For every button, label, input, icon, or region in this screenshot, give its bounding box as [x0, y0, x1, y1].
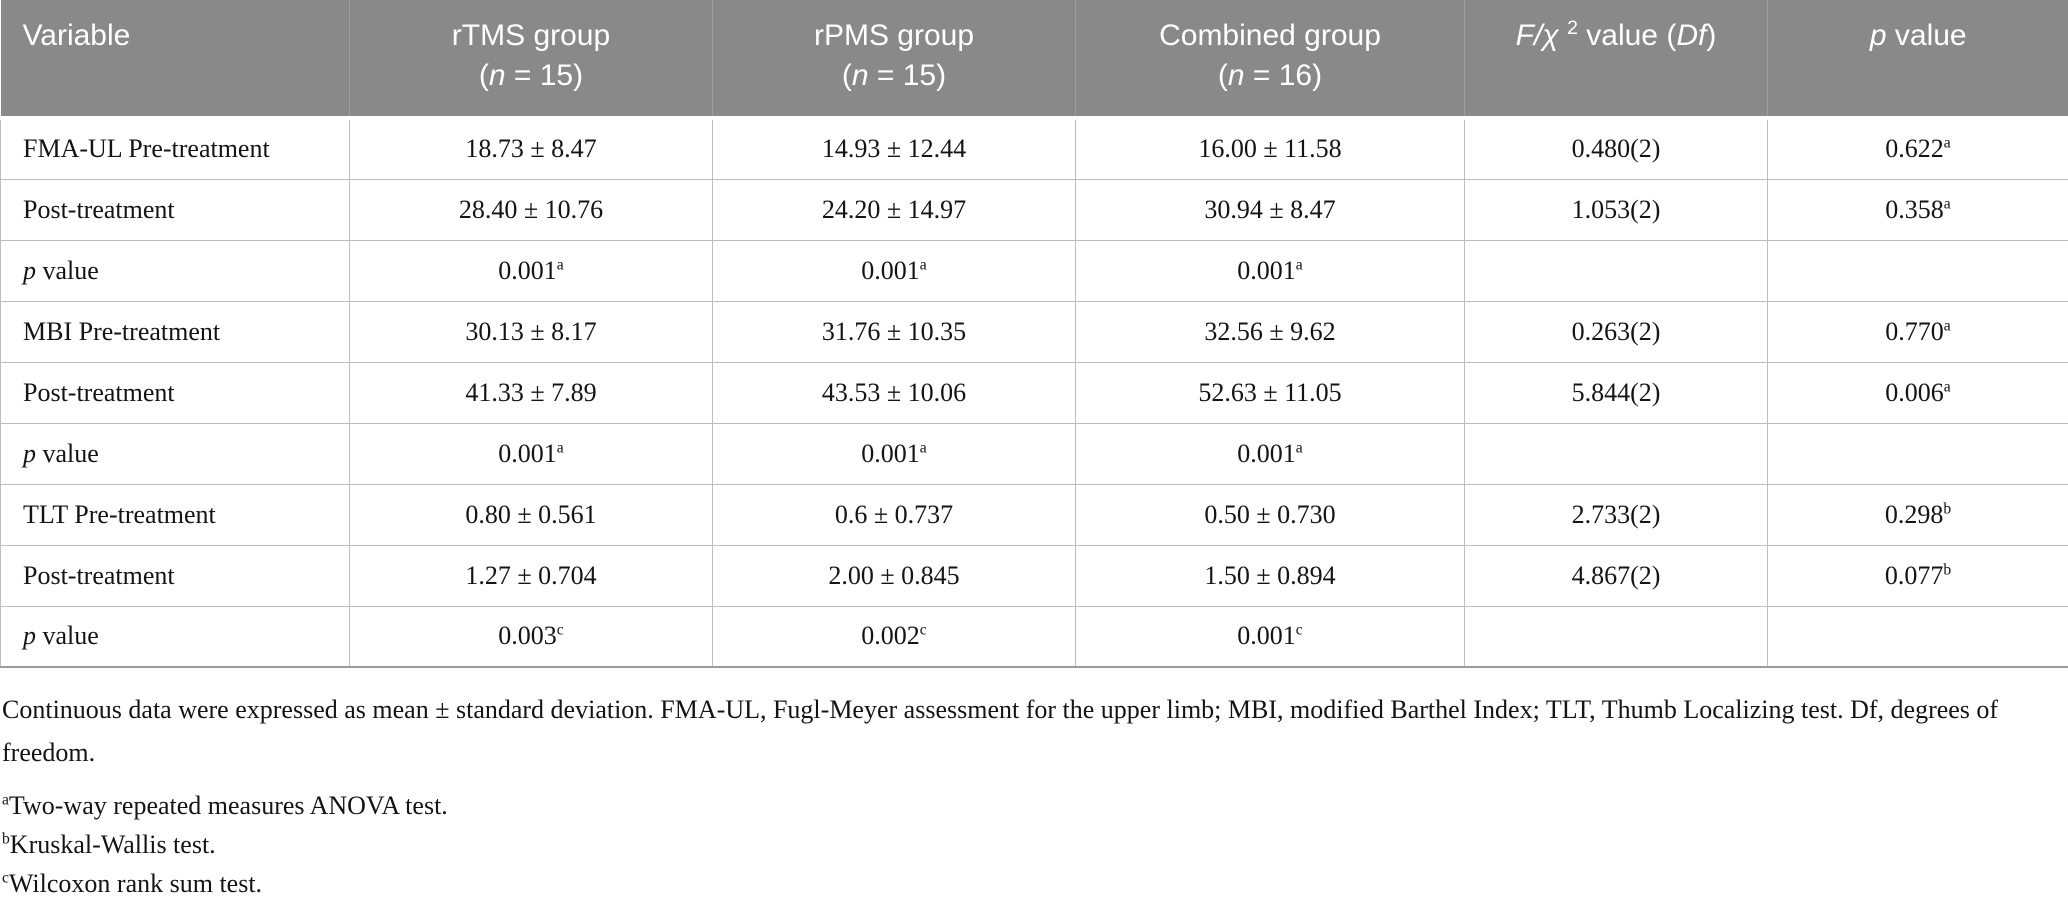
table-row: Post-treatment 28.40 ± 10.76 24.20 ± 14.… — [1, 179, 2068, 240]
table-cell: 0.001a — [713, 240, 1076, 301]
row-label: TLT Pre-treatment — [1, 484, 350, 545]
table-cell: 0.6 ± 0.737 — [713, 484, 1076, 545]
table-cell — [1465, 423, 1768, 484]
table-cell: 0.298b — [1768, 484, 2068, 545]
footnote-c: cWilcoxon rank sum test. — [2, 864, 2066, 903]
header-row: Variable rTMS group (n = 15) rPMS group … — [1, 0, 2068, 118]
table-cell: 0.001a — [350, 423, 713, 484]
table-cell: 0.263(2) — [1465, 301, 1768, 362]
header-rtms-group: rTMS group (n = 15) — [350, 0, 713, 118]
table-cell: 41.33 ± 7.89 — [350, 362, 713, 423]
header-combined-line2: (n = 16) — [1218, 59, 1322, 92]
table-cell: 0.003c — [350, 606, 713, 667]
table-cell: 30.13 ± 8.17 — [350, 301, 713, 362]
table-row: p value 0.003c 0.002c 0.001c — [1, 606, 2068, 667]
header-combined-line1: Combined group — [1159, 19, 1381, 52]
table-cell — [1768, 423, 2068, 484]
table-row: Post-treatment 41.33 ± 7.89 43.53 ± 10.0… — [1, 362, 2068, 423]
table-cell: 1.27 ± 0.704 — [350, 545, 713, 606]
row-label: MBI Pre-treatment — [1, 301, 350, 362]
table-footnotes: Continuous data were expressed as mean ±… — [0, 688, 2068, 903]
header-p-value: p value — [1768, 0, 2068, 118]
table-cell: 0.358a — [1768, 179, 2068, 240]
header-rpms-line1: rPMS group — [814, 19, 974, 52]
table-cell: 31.76 ± 10.35 — [713, 301, 1076, 362]
table-cell: 0.50 ± 0.730 — [1076, 484, 1465, 545]
table-cell: 0.077b — [1768, 545, 2068, 606]
table-row: TLT Pre-treatment 0.80 ± 0.561 0.6 ± 0.7… — [1, 484, 2068, 545]
table-cell: 0.001a — [1076, 423, 1465, 484]
table-row: Post-treatment 1.27 ± 0.704 2.00 ± 0.845… — [1, 545, 2068, 606]
table-cell: 24.20 ± 14.97 — [713, 179, 1076, 240]
header-rtms-line2: (n = 15) — [479, 59, 583, 92]
table-cell: 0.622a — [1768, 118, 2068, 179]
table-cell — [1768, 606, 2068, 667]
header-rtms-line1: rTMS group — [452, 19, 610, 52]
table-cell: 14.93 ± 12.44 — [713, 118, 1076, 179]
header-variable-label: Variable — [23, 19, 131, 52]
footnote-general: Continuous data were expressed as mean ±… — [2, 688, 2066, 774]
row-label: p value — [1, 240, 350, 301]
table-cell: 32.56 ± 9.62 — [1076, 301, 1465, 362]
table-row: p value 0.001a 0.001a 0.001a — [1, 240, 2068, 301]
footnote-a: aTwo-way repeated measures ANOVA test. — [2, 786, 2066, 825]
table-cell: 16.00 ± 11.58 — [1076, 118, 1465, 179]
table-cell: 30.94 ± 8.47 — [1076, 179, 1465, 240]
table-cell: 0.001c — [1076, 606, 1465, 667]
table-cell: 2.00 ± 0.845 — [713, 545, 1076, 606]
table-cell — [1465, 606, 1768, 667]
table-row: FMA-UL Pre-treatment 18.73 ± 8.47 14.93 … — [1, 118, 2068, 179]
header-variable: Variable — [1, 0, 350, 118]
table-cell: 43.53 ± 10.06 — [713, 362, 1076, 423]
table-header: Variable rTMS group (n = 15) rPMS group … — [1, 0, 2068, 118]
table-cell: 52.63 ± 11.05 — [1076, 362, 1465, 423]
row-label: Post-treatment — [1, 362, 350, 423]
table-cell: 4.867(2) — [1465, 545, 1768, 606]
table-row: p value 0.001a 0.001a 0.001a — [1, 423, 2068, 484]
table-cell: 0.002c — [713, 606, 1076, 667]
header-combined-group: Combined group (n = 16) — [1076, 0, 1465, 118]
table-cell: 18.73 ± 8.47 — [350, 118, 713, 179]
row-label: p value — [1, 423, 350, 484]
statistics-table: Variable rTMS group (n = 15) rPMS group … — [0, 0, 2068, 668]
row-label: Post-treatment — [1, 545, 350, 606]
table-cell: 0.770a — [1768, 301, 2068, 362]
header-rpms-line2: (n = 15) — [842, 59, 946, 92]
table-cell — [1768, 240, 2068, 301]
table-cell: 28.40 ± 10.76 — [350, 179, 713, 240]
table-cell: 0.006a — [1768, 362, 2068, 423]
table-cell: 1.053(2) — [1465, 179, 1768, 240]
table-cell: 0.001a — [713, 423, 1076, 484]
table-cell: 0.480(2) — [1465, 118, 1768, 179]
table-cell: 2.733(2) — [1465, 484, 1768, 545]
row-label: p value — [1, 606, 350, 667]
header-rpms-group: rPMS group (n = 15) — [713, 0, 1076, 118]
table-cell: 1.50 ± 0.894 — [1076, 545, 1465, 606]
row-label: FMA-UL Pre-treatment — [1, 118, 350, 179]
footnote-b: bKruskal-Wallis test. — [2, 825, 2066, 864]
paper-table-page: Variable rTMS group (n = 15) rPMS group … — [0, 0, 2068, 869]
header-f-chi-value: F/χ 2 value (Df) — [1465, 0, 1768, 118]
table-row: MBI Pre-treatment 30.13 ± 8.17 31.76 ± 1… — [1, 301, 2068, 362]
row-label: Post-treatment — [1, 179, 350, 240]
table-cell: 0.80 ± 0.561 — [350, 484, 713, 545]
table-cell: 5.844(2) — [1465, 362, 1768, 423]
table-cell: 0.001a — [350, 240, 713, 301]
table-body: FMA-UL Pre-treatment 18.73 ± 8.47 14.93 … — [1, 118, 2068, 667]
table-cell — [1465, 240, 1768, 301]
table-cell: 0.001a — [1076, 240, 1465, 301]
